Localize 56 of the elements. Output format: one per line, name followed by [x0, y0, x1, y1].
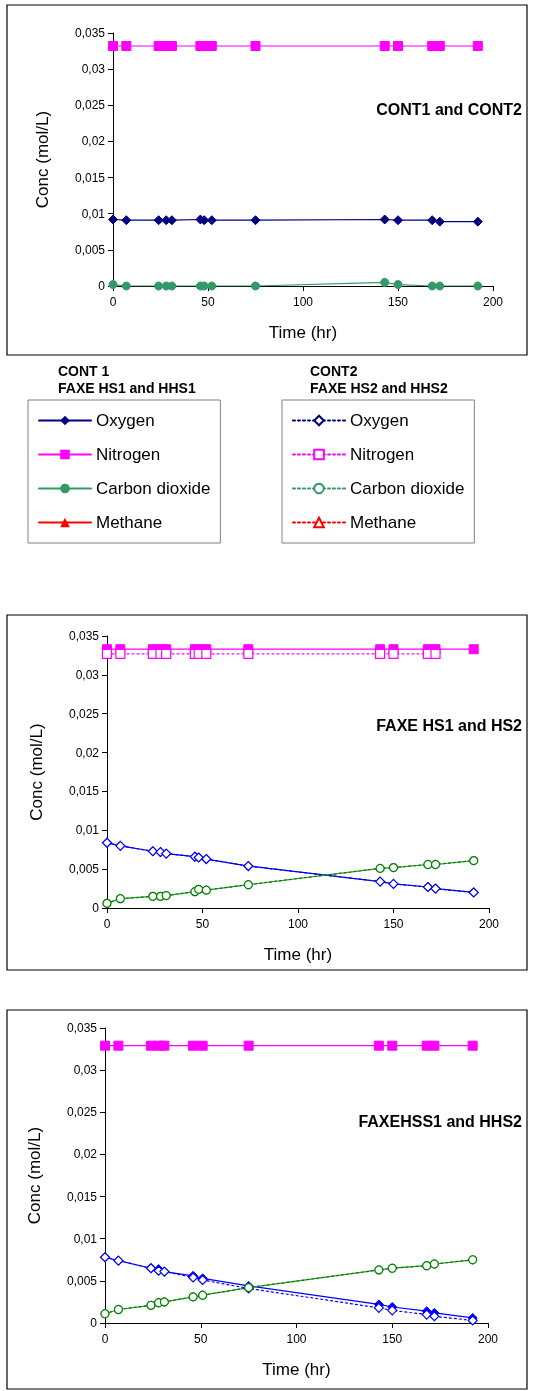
y-tick-label: 0,02	[81, 134, 106, 149]
text: CONT1 and CONT2	[376, 100, 523, 118]
y-tick-label: 0,03	[73, 1063, 98, 1078]
y-tick-label: 0,035	[66, 1021, 98, 1035]
text: FAXE HS1 and HS2	[376, 716, 523, 734]
y-tick-label: 0,005	[66, 1273, 98, 1288]
y-axis-title: Conc (mol/L)	[27, 723, 46, 821]
x-tick-label: 150	[382, 1332, 403, 1346]
x-tick-label: 100	[286, 1332, 307, 1346]
legend-label: Carbon dioxide	[96, 479, 211, 498]
legend-label: Oxygen	[96, 411, 155, 430]
y-tick-label: 0,025	[74, 98, 106, 113]
y-tick-label: 0	[90, 1316, 98, 1330]
y-tick-label: 0	[92, 901, 100, 915]
y-tick-label: 0,015	[68, 784, 100, 799]
x-axis-title: Time (hr)	[263, 945, 333, 964]
y-tick-label: 0,025	[68, 706, 100, 721]
legend-label: Methane	[96, 513, 163, 532]
text: FAXEHSS1 and HHS2	[358, 1112, 523, 1130]
text: CONT2 FAXE HS2 and HHS2	[310, 362, 448, 396]
y-tick-label: 0,03	[75, 667, 100, 682]
x-tick-label: 50	[195, 917, 210, 931]
y-axis-title: Conc (mol/L)	[33, 110, 52, 209]
x-tick-label: 100	[292, 295, 314, 309]
x-tick-label: 150	[383, 917, 404, 931]
x-tick-label: 50	[194, 1332, 208, 1346]
y-tick-label: 0,01	[75, 823, 100, 838]
legend-label: Oxygen	[350, 411, 409, 430]
y-tick-label: 0,035	[68, 629, 100, 643]
y-tick-label: 0,015	[74, 170, 106, 185]
y-tick-label: 0,01	[73, 1231, 98, 1246]
y-tick-label: 0,035	[74, 26, 106, 40]
y-tick-label: 0,01	[81, 206, 106, 221]
x-tick-label: 200	[478, 917, 500, 931]
y-tick-label: 0,02	[75, 745, 100, 760]
x-tick-label: 150	[387, 295, 409, 309]
x-tick-label: 0	[109, 295, 117, 309]
legend-label: Methane	[350, 513, 417, 532]
y-tick-label: 0,02	[73, 1147, 98, 1162]
x-axis-title: Time (hr)	[268, 323, 338, 342]
x-tick-label: 100	[287, 917, 309, 931]
x-tick-label: 200	[477, 1332, 499, 1346]
x-tick-label: 50	[201, 295, 215, 309]
x-axis-title: Time (hr)	[262, 1360, 331, 1379]
text: CONT 1 FAXE HS1 and HHS1	[58, 362, 196, 396]
y-tick-label: 0,025	[66, 1105, 98, 1120]
legend-label: Nitrogen	[96, 445, 161, 464]
y-tick-label: 0,015	[66, 1189, 98, 1204]
y-axis-title: Conc (mol/L)	[25, 1126, 44, 1225]
y-tick-label: 0,005	[68, 862, 100, 877]
y-tick-label: 0,005	[74, 242, 106, 257]
x-tick-label: 200	[482, 295, 504, 309]
y-tick-label: 0,03	[81, 62, 106, 77]
legend-label: Carbon dioxide	[350, 479, 465, 498]
y-tick-label: 0	[98, 279, 106, 293]
legend-label: Nitrogen	[350, 445, 415, 464]
